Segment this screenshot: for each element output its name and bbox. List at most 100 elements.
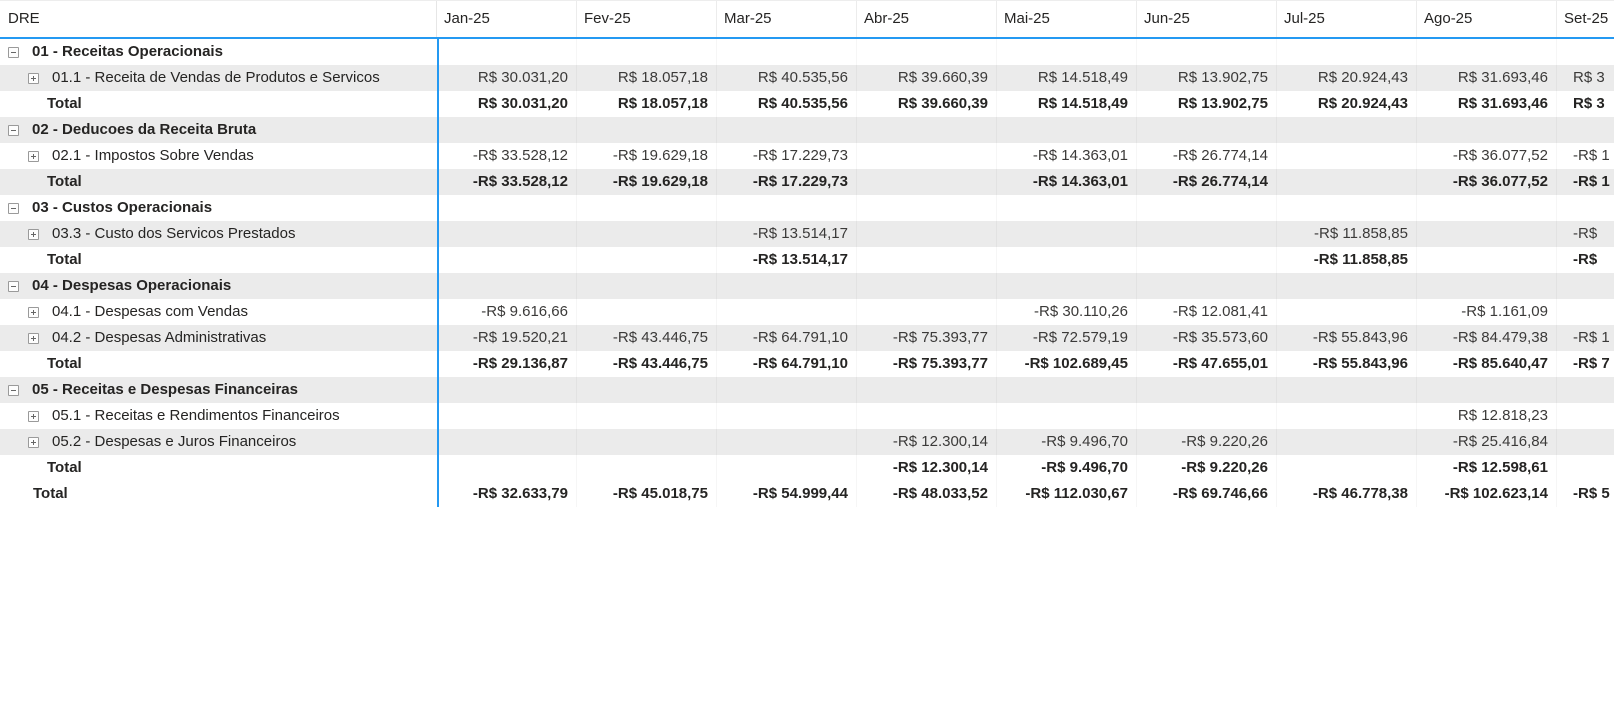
row-label: 03 - Custos Operacionais — [32, 199, 213, 216]
value-cell: -R$ 1 — [1573, 147, 1610, 164]
value-cell: -R$ 85.640,47 — [1417, 351, 1557, 377]
row-header-cell[interactable]: 02 - Deducoes da Receita Bruta — [0, 117, 437, 143]
collapse-icon[interactable] — [8, 384, 19, 396]
value-cell: -R$ 26.774,14 — [1137, 143, 1277, 169]
value-cell — [577, 247, 717, 273]
value-cell: -R$ 29.136,87 — [437, 351, 577, 377]
expand-icon[interactable] — [28, 150, 39, 162]
value-cell — [1277, 455, 1417, 481]
row-header-cell[interactable]: Total — [0, 455, 437, 481]
row-header-cell[interactable]: Total — [0, 169, 437, 195]
value-cell — [577, 273, 717, 299]
row-header-cell[interactable]: Total — [0, 481, 437, 507]
collapse-icon[interactable] — [8, 202, 19, 214]
value-cell: -R$ 36.077,52 — [1417, 169, 1557, 195]
row-header-cell[interactable]: 03.3 - Custo dos Servicos Prestados — [0, 221, 437, 247]
row-header-cell[interactable]: Total — [0, 247, 437, 273]
value-cell — [1137, 221, 1277, 247]
row-header-cell[interactable]: 05 - Receitas e Despesas Financeiras — [0, 377, 437, 403]
value-cell — [1137, 39, 1277, 65]
value-cell — [1417, 195, 1557, 221]
value-cell: -R$ 9.220,26 — [1137, 455, 1277, 481]
column-header-jul-25[interactable]: Jul-25 — [1277, 1, 1417, 37]
value-cell: -R$ 17.229,73 — [717, 169, 857, 195]
value-cell: -R$ 54.999,44 — [717, 481, 857, 507]
value-cell: -R$ 72.579,19 — [997, 325, 1137, 351]
column-header-set-25[interactable]: Set-25 — [1564, 10, 1609, 27]
column-header-abr-25[interactable]: Abr-25 — [857, 1, 997, 37]
row-header-cell[interactable]: 05.1 - Receitas e Rendimentos Financeiro… — [0, 403, 437, 429]
row-header-cell[interactable]: 04.2 - Despesas Administrativas — [0, 325, 437, 351]
table-row: Total -R$ 13.514,17 -R$ 11.858,85 -R$ — [0, 247, 1614, 273]
collapse-icon[interactable] — [8, 46, 19, 58]
value-cell: R$ 3 — [1573, 95, 1605, 112]
value-cell: -R$ 55.843,96 — [1277, 351, 1417, 377]
value-cell — [857, 377, 997, 403]
table-row: Total -R$ 29.136,87 -R$ 43.446,75 -R$ 64.79… — [0, 351, 1614, 377]
row-header-cell[interactable]: Total — [0, 91, 437, 117]
value-cell: -R$ 32.633,79 — [437, 481, 577, 507]
row-header-divider — [437, 39, 439, 507]
value-cell: -R$ 112.030,67 — [997, 481, 1137, 507]
row-header-cell[interactable]: Total — [0, 351, 437, 377]
collapse-icon[interactable] — [8, 124, 19, 136]
row-header-cell[interactable]: 01 - Receitas Operacionais — [0, 39, 437, 65]
value-cell: -R$ 43.446,75 — [577, 325, 717, 351]
expand-icon[interactable] — [28, 72, 39, 84]
row-header-cell[interactable]: 05.2 - Despesas e Juros Financeiros — [0, 429, 437, 455]
value-cell: R$ 40.535,56 — [717, 65, 857, 91]
corner-header-dre[interactable]: DRE — [0, 1, 437, 37]
value-cell: -R$ 36.077,52 — [1417, 143, 1557, 169]
matrix-header-row: DRE Jan-25 Fev-25 Mar-25 Abr-25 Mai-25 Jun-25… — [0, 1, 1614, 39]
row-header-cell[interactable]: 03 - Custos Operacionais — [0, 195, 437, 221]
column-header-mar-25[interactable]: Mar-25 — [717, 1, 857, 37]
column-header-mai-25[interactable]: Mai-25 — [997, 1, 1137, 37]
value-cell: R$ 14.518,49 — [997, 65, 1137, 91]
value-cell: -R$ 11.858,85 — [1277, 247, 1417, 273]
value-cell — [997, 39, 1137, 65]
expand-icon[interactable] — [28, 332, 39, 344]
row-header-cell[interactable]: 04.1 - Despesas com Vendas — [0, 299, 437, 325]
column-header-jun-25[interactable]: Jun-25 — [1137, 1, 1277, 37]
row-label: 04.1 - Despesas com Vendas — [52, 303, 248, 320]
value-cell — [1417, 39, 1557, 65]
row-label: Total — [47, 173, 82, 190]
row-header-cell[interactable]: 04 - Despesas Operacionais — [0, 273, 437, 299]
value-cell — [717, 429, 857, 455]
expand-icon[interactable] — [28, 436, 39, 448]
expand-icon[interactable] — [28, 306, 39, 318]
value-cell: R$ 31.693,46 — [1417, 65, 1557, 91]
value-cell — [997, 247, 1137, 273]
value-cell: -R$ 64.791,10 — [717, 351, 857, 377]
value-cell: -R$ 45.018,75 — [577, 481, 717, 507]
value-cell — [717, 117, 857, 143]
row-header-cell[interactable]: 02.1 - Impostos Sobre Vendas — [0, 143, 437, 169]
value-cell: -R$ — [1573, 251, 1598, 268]
row-label: Total — [47, 251, 82, 268]
value-cell: -R$ 64.791,10 — [717, 325, 857, 351]
row-header-cell[interactable]: 01.1 - Receita de Vendas de Produtos e S… — [0, 65, 437, 91]
value-cell — [1557, 377, 1614, 403]
table-row: 01 - Receitas Operacionais — [0, 39, 1614, 65]
expand-icon[interactable] — [28, 228, 39, 240]
row-label: 05 - Receitas e Despesas Financeiras — [32, 381, 298, 398]
value-cell: -R$ 102.689,45 — [997, 351, 1137, 377]
value-cell: -R$ 9.220,26 — [1137, 429, 1277, 455]
value-cell: -R$ 12.300,14 — [857, 429, 997, 455]
expand-icon[interactable] — [28, 410, 39, 422]
value-cell — [1417, 273, 1557, 299]
value-cell: -R$ 13.514,17 — [717, 221, 857, 247]
table-row: Total -R$ 12.300,14 -R$ 9.496,70 -R$ 9.220,… — [0, 455, 1614, 481]
value-cell — [1277, 195, 1417, 221]
value-cell: R$ 20.924,43 — [1277, 65, 1417, 91]
column-header-jan-25[interactable]: Jan-25 — [437, 1, 577, 37]
row-label: 01.1 - Receita de Vendas de Produtos e S… — [52, 69, 380, 86]
column-header-ago-25[interactable]: Ago-25 — [1417, 1, 1557, 37]
collapse-icon[interactable] — [8, 280, 19, 292]
value-cell — [717, 39, 857, 65]
row-label: Total — [47, 355, 82, 372]
value-cell: -R$ 5 — [1573, 485, 1610, 502]
dre-matrix: DRE Jan-25 Fev-25 Mar-25 Abr-25 Mai-25 Jun-25… — [0, 0, 1614, 507]
value-cell: -R$ 9.496,70 — [997, 429, 1137, 455]
column-header-fev-25[interactable]: Fev-25 — [577, 1, 717, 37]
